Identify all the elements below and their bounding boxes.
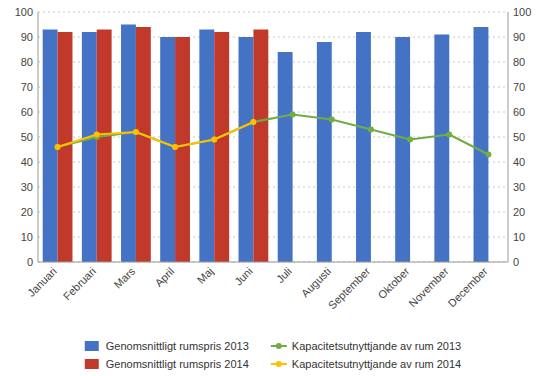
legend-item: Genomsnittligt rumspris 2013 xyxy=(85,340,249,352)
y-tick-label: 60 xyxy=(21,106,33,118)
legend-swatch xyxy=(85,341,99,351)
bar xyxy=(474,27,489,262)
y2-tick-label: 80 xyxy=(513,56,525,68)
chart: 0 10 20 30 40 50 60 70 80 90 100 0 10 20 30 40 50 60 70 80 9… xyxy=(0,0,546,376)
y2-tick-label: 20 xyxy=(513,206,525,218)
point xyxy=(133,129,139,135)
axes: 0 10 20 30 40 50 60 70 80 90 100 0 10 20 30 40 50 60 70 80 9… xyxy=(15,6,532,311)
bar xyxy=(214,32,229,262)
y-tick-label: 50 xyxy=(21,131,33,143)
bar xyxy=(160,37,175,262)
x-tick-label: Maj xyxy=(195,265,216,286)
grid-line xyxy=(38,12,508,13)
y-tick-label: 80 xyxy=(21,56,33,68)
bar xyxy=(395,37,410,262)
grid xyxy=(38,12,508,262)
y2-tick-label: 0 xyxy=(513,256,519,268)
y2-tick-label: 30 xyxy=(513,181,525,193)
legend-item: Kapacitetsutnyttjande av rum 2013 xyxy=(271,340,461,352)
y-tick-label: 30 xyxy=(21,181,33,193)
y-tick-label: 70 xyxy=(21,81,33,93)
y-tick-label: 100 xyxy=(15,6,33,18)
x-tick-label: September xyxy=(326,265,373,312)
legend: Genomsnittligt rumspris 2013 Genomsnittli… xyxy=(85,340,461,370)
line xyxy=(58,122,254,147)
y2-axis-line xyxy=(508,12,509,262)
bar xyxy=(239,37,254,262)
point xyxy=(172,144,178,150)
legend-item: Genomsnittligt rumspris 2014 xyxy=(85,358,249,370)
x-tick-label: Februari xyxy=(61,265,98,302)
bar xyxy=(82,32,97,262)
x-tick-label: December xyxy=(445,265,490,310)
point xyxy=(211,137,217,143)
y2-tick-label: 40 xyxy=(513,156,525,168)
point xyxy=(250,119,256,125)
bar xyxy=(199,30,214,263)
bar xyxy=(175,37,190,262)
legend-item: Kapacitetsutnyttjande av rum 2014 xyxy=(271,358,461,370)
point xyxy=(94,132,100,138)
marks xyxy=(43,25,492,263)
bar xyxy=(356,32,371,262)
point xyxy=(329,117,335,123)
legend-marker xyxy=(276,361,282,367)
point xyxy=(55,144,61,150)
x-tick-label: Oktober xyxy=(375,265,411,301)
legend-label: Genomsnittligt rumspris 2014 xyxy=(106,358,249,370)
y-tick-label: 40 xyxy=(21,156,33,168)
x-tick-label: Augusti xyxy=(299,265,333,299)
y2-tick-label: 60 xyxy=(513,106,525,118)
point xyxy=(446,132,452,138)
x-tick-label: Juni xyxy=(232,265,255,288)
x-tick-label: April xyxy=(152,265,176,289)
x-axis-line xyxy=(38,262,508,263)
y-tick-label: 90 xyxy=(21,31,33,43)
legend-swatch xyxy=(85,359,99,369)
x-tick-label: Mars xyxy=(112,265,138,291)
y2-tick-label: 10 xyxy=(513,231,525,243)
point xyxy=(172,144,178,150)
point xyxy=(407,137,413,143)
point xyxy=(211,137,217,143)
bar xyxy=(434,35,449,263)
y-tick-label: 20 xyxy=(21,206,33,218)
y2-tick-label: 100 xyxy=(513,6,531,18)
point xyxy=(368,127,374,133)
grid-line xyxy=(38,262,508,263)
point xyxy=(55,144,61,150)
bar xyxy=(317,42,332,262)
legend-label: Kapacitetsutnyttjande av rum 2013 xyxy=(292,340,461,352)
y2-tick-label: 70 xyxy=(513,81,525,93)
bar xyxy=(97,30,112,263)
legend-marker xyxy=(276,343,282,349)
legend-label: Kapacitetsutnyttjande av rum 2014 xyxy=(292,358,461,370)
y-tick-label: 10 xyxy=(21,231,33,243)
y2-tick-label: 90 xyxy=(513,31,525,43)
bar xyxy=(121,25,136,263)
y-tick-label: 0 xyxy=(27,256,33,268)
bar xyxy=(253,30,268,263)
y2-tick-label: 50 xyxy=(513,131,525,143)
bar xyxy=(136,27,151,262)
x-tick-label: Juli xyxy=(274,265,294,285)
line xyxy=(58,115,489,155)
x-tick-label: November xyxy=(406,265,451,310)
x-tick-label: Januari xyxy=(25,265,59,299)
point xyxy=(133,129,139,135)
bar xyxy=(278,52,293,262)
point xyxy=(290,112,296,118)
y-axis-line xyxy=(38,12,39,262)
point xyxy=(250,119,256,125)
point xyxy=(485,152,491,158)
legend-label: Genomsnittligt rumspris 2013 xyxy=(106,340,249,352)
